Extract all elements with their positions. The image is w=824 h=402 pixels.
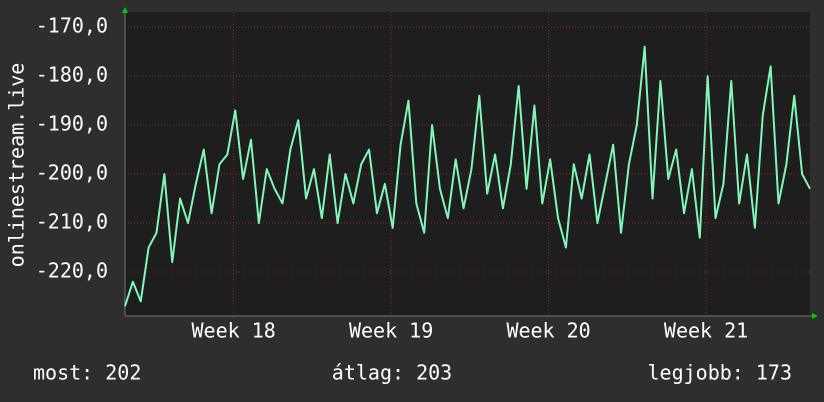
y-axis-arrow [122,7,128,13]
y-tick-label: -190,0 [36,112,108,136]
x-axis-arrow [812,313,818,319]
x-tick-label: Week 18 [192,319,276,343]
y-tick-label: -180,0 [36,63,108,87]
footer-best: legjobb: 173 [648,361,793,385]
data-line [124,45,811,307]
x-tick-label: Week 21 [664,319,748,343]
y-tick-label: -210,0 [36,210,108,234]
x-tick-label: Week 19 [349,319,433,343]
y-tick-label: -220,0 [36,258,108,282]
y-tick-label: -170,0 [36,14,108,38]
plot-area [125,12,810,316]
y-axis-label: onlinestream.live [5,63,29,268]
footer-average: átlag: 203 [332,361,452,385]
y-tick-label: -200,0 [36,161,108,185]
footer-current: most: 202 [33,361,141,385]
x-tick-label: Week 20 [506,319,590,343]
